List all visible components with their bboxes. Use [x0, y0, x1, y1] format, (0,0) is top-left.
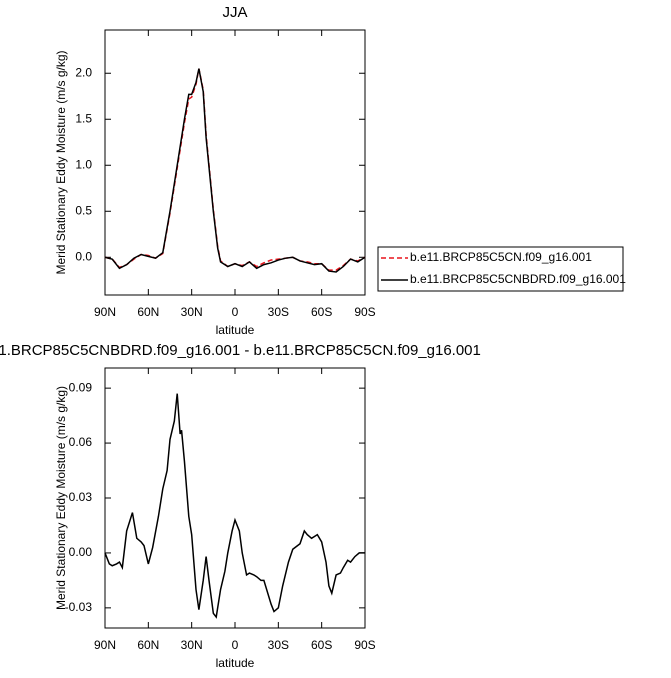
x-tick-label: 30S — [268, 638, 289, 652]
x-tick-label: 90N — [94, 638, 116, 652]
y-axis-label: Merid Stationary Eddy Moisture (m/s g/kg… — [54, 50, 68, 274]
y-tick-label: 2.0 — [75, 65, 92, 79]
line-series — [104, 68, 366, 271]
y-tick-label: 0.03 — [69, 490, 93, 504]
chart-title: 11.BRCP85C5CNBDRD.f09_g16.001 - b.e11.BR… — [0, 342, 481, 359]
plot-frame — [104, 367, 366, 629]
x-tick-label: 90S — [354, 638, 375, 652]
legend-label: b.e11.BRCP85C5CN.f09_g16.001 — [410, 250, 592, 264]
y-tick-label: -0.03 — [65, 600, 93, 614]
line-series — [104, 393, 365, 619]
y-tick-label: 0.0 — [75, 249, 92, 263]
y-tick-label: 0.09 — [69, 380, 93, 394]
y-axis-label: Merid Stationary Eddy Moisture (m/s g/kg… — [54, 386, 68, 610]
legend-label: b.e11.BRCP85C5CNBDRD.f09_g16.001 — [410, 272, 626, 286]
x-tick-label: 60S — [311, 305, 332, 319]
x-tick-label: 60N — [137, 305, 159, 319]
line-series — [104, 68, 366, 273]
legend-box — [377, 246, 624, 292]
x-tick-label: 30S — [268, 305, 289, 319]
chart-title: JJA — [222, 4, 247, 21]
y-tick-label: 1.0 — [75, 157, 92, 171]
x-tick-label: 60S — [311, 638, 332, 652]
y-tick-label: 0.5 — [75, 203, 92, 217]
x-tick-label: 30N — [181, 638, 203, 652]
x-tick-label: 0 — [232, 638, 239, 652]
x-tick-label: 90N — [94, 305, 116, 319]
y-tick-label: 1.5 — [75, 111, 92, 125]
x-tick-label: 60N — [137, 638, 159, 652]
x-tick-label: 0 — [232, 305, 239, 319]
y-tick-label: 0.00 — [69, 545, 93, 559]
y-tick-label: 0.06 — [69, 435, 93, 449]
x-axis-label: latitude — [216, 323, 255, 337]
x-axis-label: latitude — [216, 656, 255, 670]
x-tick-label: 90S — [354, 305, 375, 319]
x-tick-label: 30N — [181, 305, 203, 319]
